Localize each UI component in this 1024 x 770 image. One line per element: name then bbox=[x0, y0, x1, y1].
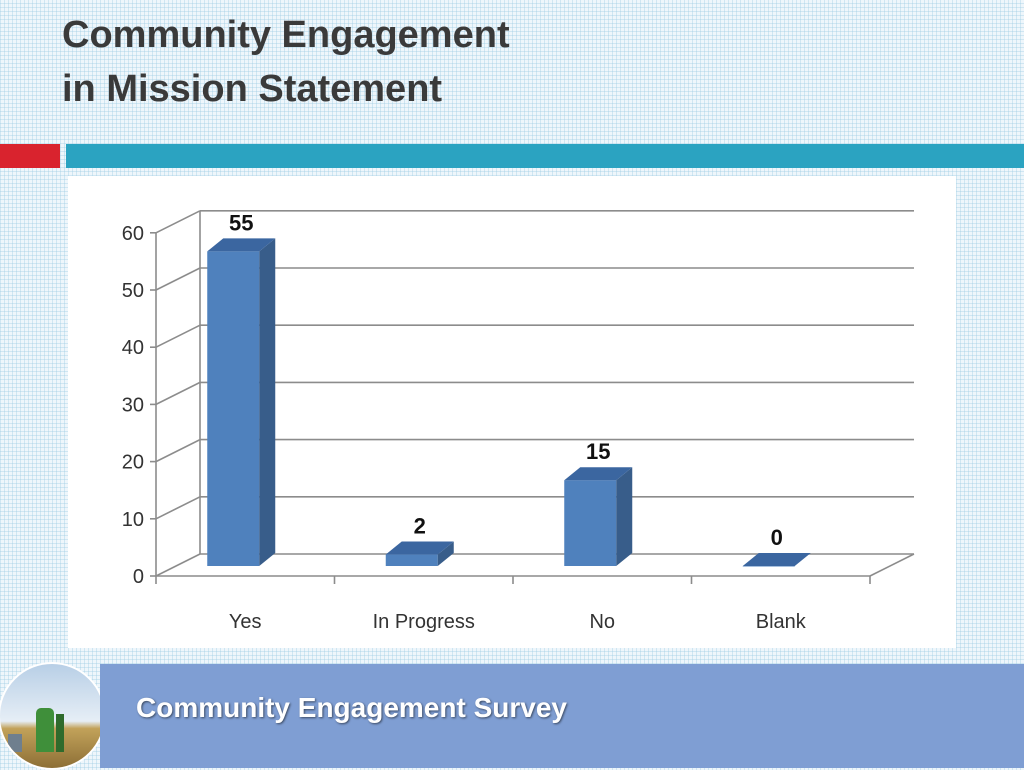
gridline-depth bbox=[155, 324, 201, 348]
bar-front-in-progress bbox=[385, 554, 438, 566]
x-tick-label: Blank bbox=[756, 611, 807, 633]
logo-silo-secondary bbox=[56, 714, 64, 752]
x-tick-label: No bbox=[589, 611, 615, 633]
y-tick-label: 50 bbox=[122, 280, 144, 302]
gridline-depth bbox=[155, 553, 201, 577]
gridline-depth bbox=[155, 210, 201, 234]
bar-side-in-progress bbox=[437, 541, 454, 566]
bar-front-yes bbox=[207, 251, 260, 566]
gridline-depth bbox=[155, 438, 201, 463]
bar-front-no bbox=[564, 480, 617, 566]
footer-band: Community Engagement Survey bbox=[100, 664, 1024, 768]
slide-title-line-1: Community Engagement bbox=[62, 14, 510, 56]
data-label: 15 bbox=[586, 439, 610, 464]
gridline-depth bbox=[155, 381, 201, 406]
data-label: 55 bbox=[229, 210, 253, 235]
slide-title-line-2: in Mission Statement bbox=[62, 68, 443, 110]
logo-silo bbox=[36, 708, 54, 752]
gridline-depth bbox=[155, 267, 201, 291]
x-tick-label: In Progress bbox=[373, 611, 475, 633]
data-label: 0 bbox=[771, 525, 783, 550]
footer-title: Community Engagement Survey bbox=[136, 692, 567, 723]
bar-top-no bbox=[564, 467, 633, 481]
slide-title: Community Engagement in Mission Statemen… bbox=[62, 8, 510, 116]
y-tick-label: 40 bbox=[122, 337, 144, 359]
bar-top-yes bbox=[207, 238, 276, 252]
bar-side-yes bbox=[259, 238, 276, 566]
accent-bar-red bbox=[0, 144, 60, 168]
accent-bar-teal bbox=[66, 144, 1024, 168]
bar-side-no bbox=[616, 467, 633, 566]
y-tick-label: 0 bbox=[133, 566, 144, 588]
farm-logo bbox=[0, 662, 106, 770]
data-label: 2 bbox=[414, 514, 426, 539]
x-tick-label: Yes bbox=[229, 611, 262, 633]
y-tick-label: 10 bbox=[122, 509, 144, 531]
logo-building bbox=[8, 734, 22, 752]
y-tick-label: 20 bbox=[122, 452, 144, 474]
y-tick-label: 30 bbox=[122, 394, 144, 416]
bar-front-blank bbox=[742, 566, 795, 567]
bar-chart: 0 10 20 30 40 50 60 55 Yes 2 In Progress 15 No 0 Blank bbox=[122, 209, 915, 633]
bar-top-blank bbox=[742, 553, 811, 566]
chart-panel: 0 10 20 30 40 50 60 55 Yes 2 In Progress 15 No 0 Blank bbox=[68, 176, 956, 648]
gridline-depth bbox=[155, 496, 201, 520]
y-tick-label: 60 bbox=[122, 223, 144, 245]
floor-right-edge bbox=[869, 553, 915, 577]
bar-top-in-progress bbox=[385, 541, 454, 555]
